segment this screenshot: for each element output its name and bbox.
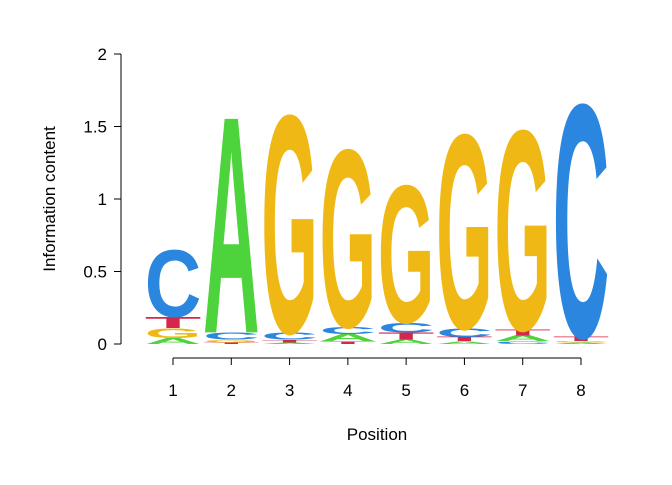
logo-letter: A — [378, 339, 435, 346]
logo-letter: A — [553, 342, 610, 344]
x-axis-label: Position — [347, 425, 407, 444]
logo-letter: G — [436, 78, 493, 388]
x-tick-label: 8 — [576, 381, 585, 400]
x-tick-label: 3 — [285, 381, 294, 400]
logo-letter: A — [203, 51, 260, 398]
logo-letter: C — [203, 331, 260, 342]
logo-letter: A — [320, 332, 377, 343]
logo-letter: T — [145, 314, 202, 332]
x-tick-label: 1 — [168, 381, 177, 400]
x-tick-label: 5 — [401, 381, 410, 400]
x-tick-label: 7 — [518, 381, 527, 400]
y-axis-label: Information content — [40, 126, 59, 272]
logo-letter: G — [378, 146, 435, 365]
y-tick-label: 1 — [98, 190, 107, 209]
x-tick-label: 4 — [343, 381, 352, 400]
logo-letter: T — [261, 339, 318, 343]
logo-letter: G — [553, 341, 610, 343]
y-tick-label: 1.5 — [83, 118, 107, 137]
x-tick-label: 2 — [227, 381, 236, 400]
logo-letter: G — [145, 326, 202, 342]
logo-letter: T — [378, 331, 435, 342]
logo-letter: C — [494, 340, 551, 344]
logo-letter: A — [145, 337, 202, 346]
logo-letter: G — [261, 51, 318, 400]
logo-letter: T — [320, 340, 377, 344]
logo-letter: G — [203, 339, 260, 343]
logo-letter: T — [553, 336, 610, 343]
logo-letter: T — [436, 336, 493, 343]
logo-letter: G — [494, 72, 551, 391]
logo-letter: C — [436, 326, 493, 339]
logo-letter: G — [320, 96, 377, 380]
logo-letter: T — [203, 342, 260, 344]
logo-letter: C — [145, 231, 202, 337]
logo-letter: C — [378, 320, 435, 336]
y-tick-label: 2 — [98, 45, 107, 64]
logo-letter: A — [261, 342, 318, 344]
x-tick-label: 6 — [460, 381, 469, 400]
logo-letter: A — [436, 340, 493, 344]
logo-letter: A — [494, 334, 551, 343]
logo-letter: C — [553, 36, 610, 409]
logo-letter: C — [320, 325, 377, 336]
logo-letter: T — [494, 328, 551, 337]
y-tick-label: 0 — [98, 335, 107, 354]
y-tick-label: 0.5 — [83, 263, 107, 282]
logo-letter: C — [261, 331, 318, 342]
